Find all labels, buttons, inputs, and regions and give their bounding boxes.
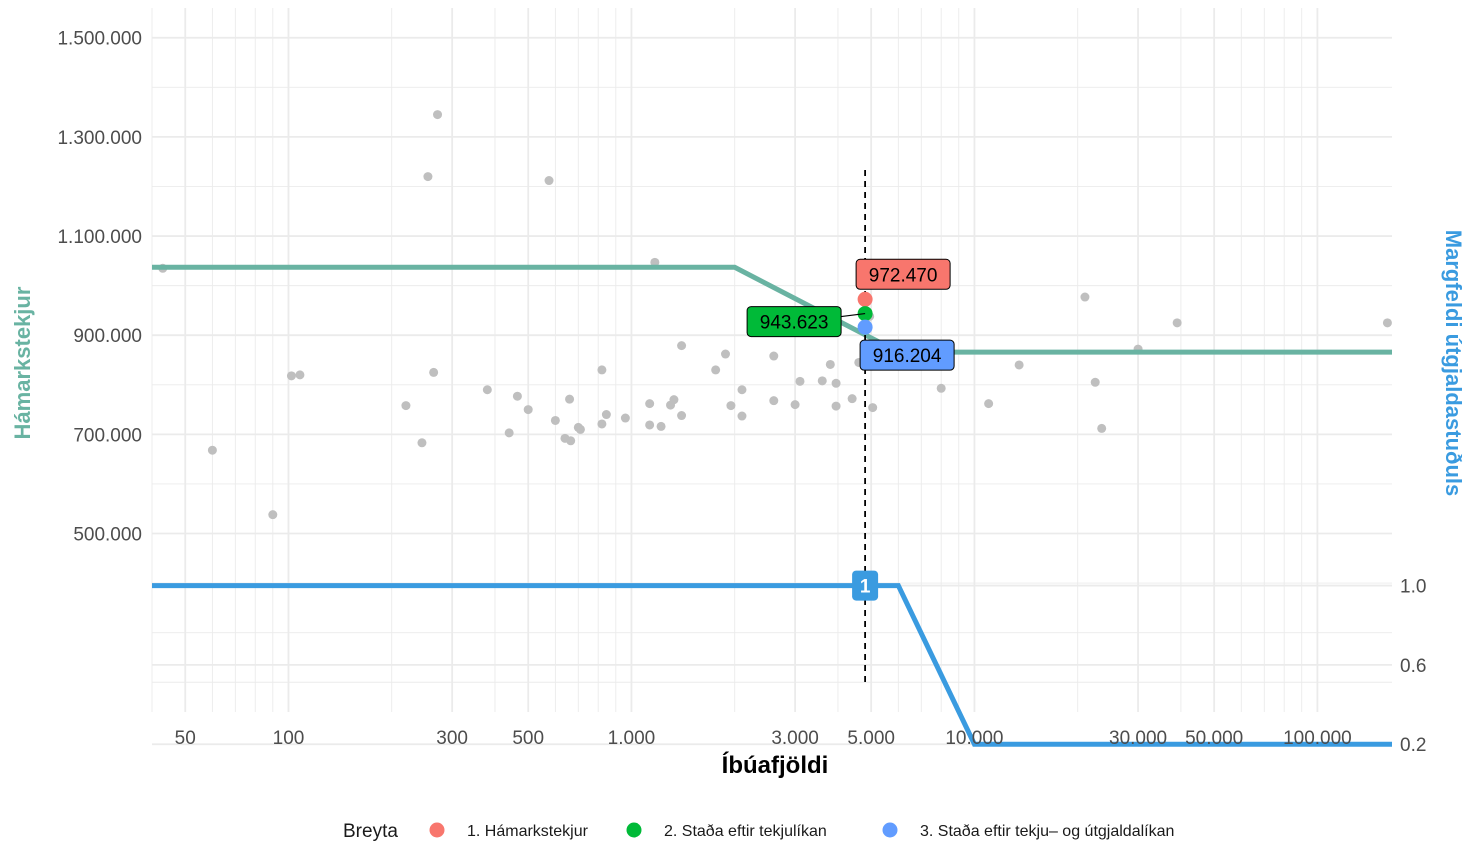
scatter-point (868, 403, 878, 413)
scatter-point (825, 359, 835, 369)
scatter-point (795, 376, 805, 386)
scatter-point (565, 394, 575, 404)
highlight-point (857, 319, 873, 335)
value-label-box (746, 306, 842, 338)
scatter-point (512, 391, 522, 401)
y2-tick-label: 1.0 (1400, 577, 1426, 598)
scatter-point (645, 420, 655, 430)
scatter-point (575, 424, 585, 434)
scatter-point (550, 415, 560, 425)
scatter-point (482, 385, 492, 395)
x-tick-label: 1.000 (608, 728, 656, 749)
x-tick-label: 30.000 (1109, 728, 1167, 749)
scatter-point (523, 405, 533, 415)
y-tick-label: 500.000 (73, 525, 142, 546)
value-label-box (855, 258, 951, 290)
y-tick-label: 1.500.000 (57, 29, 142, 50)
x-tick-label: 300 (436, 728, 468, 749)
scatter-point (790, 400, 800, 410)
y-tick-label: 1.100.000 (57, 227, 142, 248)
scatter-point (1382, 318, 1392, 328)
y-axis-title: Hámarkstekjur (10, 286, 35, 439)
x-tick-label: 50.000 (1185, 728, 1243, 749)
y-tick-label: 700.000 (73, 425, 142, 446)
scatter-point (720, 349, 730, 359)
scatter-point (984, 399, 994, 409)
scatter-point (207, 445, 217, 455)
value-label: 943.623 (760, 313, 829, 334)
scatter-point (286, 371, 296, 381)
scatter-point (417, 438, 427, 448)
scatter-point (268, 510, 278, 520)
scatter-point (669, 395, 679, 405)
multiplier-series-line (152, 583, 1392, 747)
scatter-point (620, 413, 630, 423)
scatter-point (650, 257, 660, 267)
scatter-point (1080, 292, 1090, 302)
value-label-box (859, 339, 955, 371)
scatter-point (737, 385, 747, 395)
x-axis-title: Íbúafjöldi (722, 751, 829, 779)
legend: Breyta 1. Hámarkstekjur 2. Staða eftir tek… (343, 821, 1174, 841)
scatter-point (936, 383, 946, 393)
scatter-point (817, 376, 827, 386)
scatter-point (656, 421, 666, 431)
scatter-point (429, 367, 439, 377)
x-tick-label: 3.000 (771, 728, 819, 749)
legend-label: 3. Staða eftir tekju‒ og útgjaldalíkan (920, 823, 1174, 840)
step-marker-box (852, 570, 879, 601)
y2-tick-label: 0.6 (1400, 656, 1426, 677)
highlight-points: 972.470 943.623 916.204 (746, 258, 955, 371)
x-tick-label: 100.000 (1283, 728, 1352, 749)
x-tick-label: 500 (512, 728, 544, 749)
y2-axis-title: Margfeldi útgjaldastuðuls (1441, 230, 1466, 496)
scatter-point (601, 410, 611, 420)
scatter-point (504, 428, 514, 438)
legend-label: 1. Hámarkstekjur (467, 823, 589, 840)
x-tick-label: 5.000 (847, 728, 895, 749)
scatter-point (544, 176, 554, 186)
legend-swatch (429, 822, 445, 838)
legend-swatch (882, 822, 898, 838)
scatter-point (401, 401, 411, 411)
scatter-point (433, 110, 443, 120)
scatter-point (737, 411, 747, 421)
scatter-point (677, 411, 687, 421)
value-label: 916.204 (873, 346, 942, 367)
y2-tick-label: 0.2 (1400, 735, 1426, 756)
legend-label: 2. Staða eftir tekjulíkan (664, 823, 827, 840)
scatter-point (677, 341, 687, 351)
label-connector (841, 312, 866, 318)
legend-swatch (626, 822, 642, 838)
grid (151, 8, 1392, 746)
scatter-point (831, 378, 841, 388)
scatter-point (711, 365, 721, 375)
step-marker-label: 1 (860, 577, 871, 598)
scatter-point (831, 401, 841, 411)
scatter-point (1172, 318, 1182, 328)
scatter-point (295, 370, 305, 380)
x-tick-label: 100 (273, 728, 305, 749)
scatter-point (645, 399, 655, 409)
scatter-point (423, 172, 433, 182)
y-tick-label: 900.000 (73, 326, 142, 347)
scatter-point (566, 436, 576, 446)
scatter-point (769, 396, 779, 406)
scatter-point (1014, 360, 1024, 370)
scatter-point (769, 351, 779, 361)
scatter-point (1090, 377, 1100, 387)
x-tick-label: 10.000 (945, 728, 1003, 749)
legend-title: Breyta (343, 821, 398, 841)
scatter-point (597, 419, 607, 429)
highlight-point (857, 291, 873, 307)
scatter-point (597, 365, 607, 375)
value-label: 972.470 (869, 265, 938, 286)
scatter-point (1097, 423, 1107, 433)
scatter-point (847, 394, 857, 404)
scatter-point (726, 401, 736, 411)
x-tick-label: 50 (175, 728, 196, 749)
y-tick-label: 1.300.000 (57, 128, 142, 149)
